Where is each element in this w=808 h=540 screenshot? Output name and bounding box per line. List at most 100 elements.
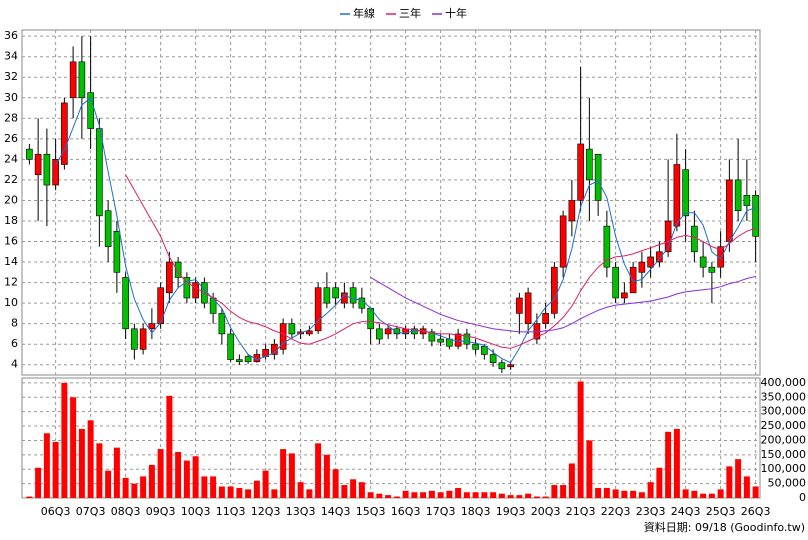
volume-bar [455,487,462,498]
volume-bar [717,489,724,498]
volume-bar [463,492,470,498]
y-tick-label: 4 [11,358,18,371]
volume-bar [603,487,610,498]
candle-body [481,345,488,355]
volume-bar [726,466,733,498]
volume-bar [577,381,584,498]
x-tick-label: 08Q3 [111,505,141,518]
candle-body [131,328,138,350]
candle-body [227,333,234,360]
x-tick-label: 09Q3 [146,505,176,518]
volume-bar [131,483,138,498]
candle-body [393,328,401,335]
candle-body [157,287,164,324]
volume-bar [411,492,418,498]
y-tick-label: 34 [4,50,18,63]
x-tick-label: 21Q3 [566,505,596,518]
candle-body [629,266,637,294]
volume-bar [105,470,112,498]
legend-label: 十年 [445,6,467,20]
candle-body [314,287,322,332]
volume-bar [218,486,225,498]
volume-tick-label: 350,000 [761,390,807,403]
volume-bar [586,440,593,498]
volume-bar [61,382,68,498]
x-tick-label: 16Q3 [391,505,421,518]
x-tick-label: 14Q3 [321,505,351,518]
y-tick-label: 20 [4,193,18,206]
candle-body [122,277,129,330]
x-tick-label: 20Q3 [531,505,561,518]
candle-body [621,292,628,299]
volume-bar [253,480,260,498]
volume-bar [306,489,313,498]
candle-body [209,297,217,314]
candle-body [349,287,357,304]
candle-body [52,159,59,186]
volume-bar [673,428,680,498]
candle-body [332,287,339,299]
volume-tick-label: 400,000 [761,376,807,389]
volume-tick-label: 300,000 [761,405,807,418]
candle-body [323,287,331,304]
volume-tick-label: 50,000 [768,477,807,490]
volume-bar [323,454,330,498]
candle-body [516,297,523,314]
volume-bar [656,467,663,498]
candle-body [61,102,68,165]
candle-body [26,148,33,160]
candle-body [288,323,296,335]
candle-body [638,261,646,273]
volume-bar [735,459,742,498]
candle-body [87,92,94,129]
volume-bar [315,443,322,498]
x-tick-label: 22Q3 [601,505,631,518]
volume-bar [568,463,575,498]
candle-body [463,333,471,345]
candle-body [183,277,191,299]
candle-body [498,362,506,370]
volume-bar [743,476,750,498]
candle-body [166,261,173,294]
moving-average-line [370,275,756,333]
moving-average-line [125,174,756,349]
candle-body [437,338,444,343]
candle-body [603,225,611,268]
volume-bar [350,479,357,498]
volume-tick-label: 250,000 [761,419,807,432]
volume-bar [271,489,278,498]
moving-average-line [55,96,756,364]
y-tick-label: 30 [4,91,18,104]
x-tick-label: 15Q3 [356,505,386,518]
volume-bar [26,496,33,498]
y-tick-label: 12 [4,276,18,289]
volume-bar [288,453,295,498]
candle-body [279,323,287,350]
legend-label: 三年 [399,6,421,20]
volume-bar [612,489,619,498]
volume-bar [43,433,50,498]
candle-body [244,356,252,362]
y-tick-label: 24 [4,152,18,165]
volume-bar [376,493,383,498]
candle-body [664,220,672,253]
candle-body [594,153,602,201]
y-tick-label: 6 [11,337,18,350]
volume-bar [78,428,85,498]
volume-bar [490,492,497,498]
y-tick-label: 28 [4,111,18,124]
y-tick-label: 8 [11,317,18,330]
candle-body [699,256,707,268]
candle-body [376,328,383,340]
volume-bar [446,490,453,498]
y-tick-label: 18 [4,214,18,227]
candle-body [524,292,532,324]
candle-body [682,169,689,217]
x-tick-label: 11Q3 [216,505,246,518]
volume-bar [507,495,514,498]
price-panel [21,29,761,376]
x-tick-label: 13Q3 [286,505,316,518]
volume-bar [175,451,182,498]
volume-bar [245,489,252,498]
